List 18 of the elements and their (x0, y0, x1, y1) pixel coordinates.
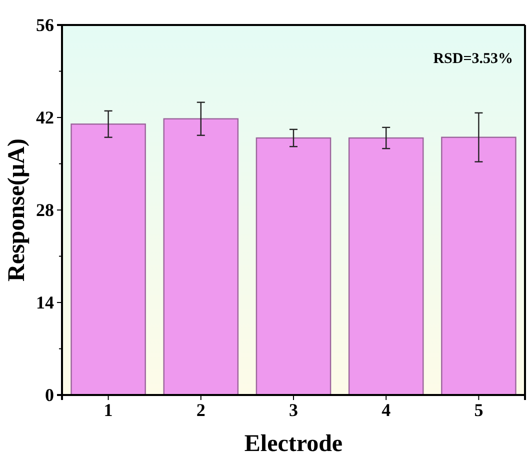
y-tick-label: 42 (36, 107, 54, 128)
bar (256, 137, 332, 396)
bar (163, 118, 239, 396)
y-tick-label: 0 (45, 384, 54, 405)
bar (70, 124, 146, 396)
y-tick-label: 28 (36, 200, 54, 220)
x-axis-title: Electrode (244, 431, 343, 457)
annotation: RSD=3.53% (433, 51, 513, 67)
bar (441, 136, 516, 396)
x-tick-label: 5 (474, 400, 484, 420)
bar (348, 137, 424, 396)
x-tick-label: 4 (382, 400, 391, 420)
x-tick-label: 3 (289, 400, 298, 420)
y-tick-label: 14 (36, 292, 54, 312)
x-tick-label: 1 (104, 400, 113, 420)
x-tick-label: 2 (196, 400, 206, 420)
y-tick-label: 56 (36, 14, 54, 35)
y-axis-title: Response(μA) (4, 138, 30, 282)
